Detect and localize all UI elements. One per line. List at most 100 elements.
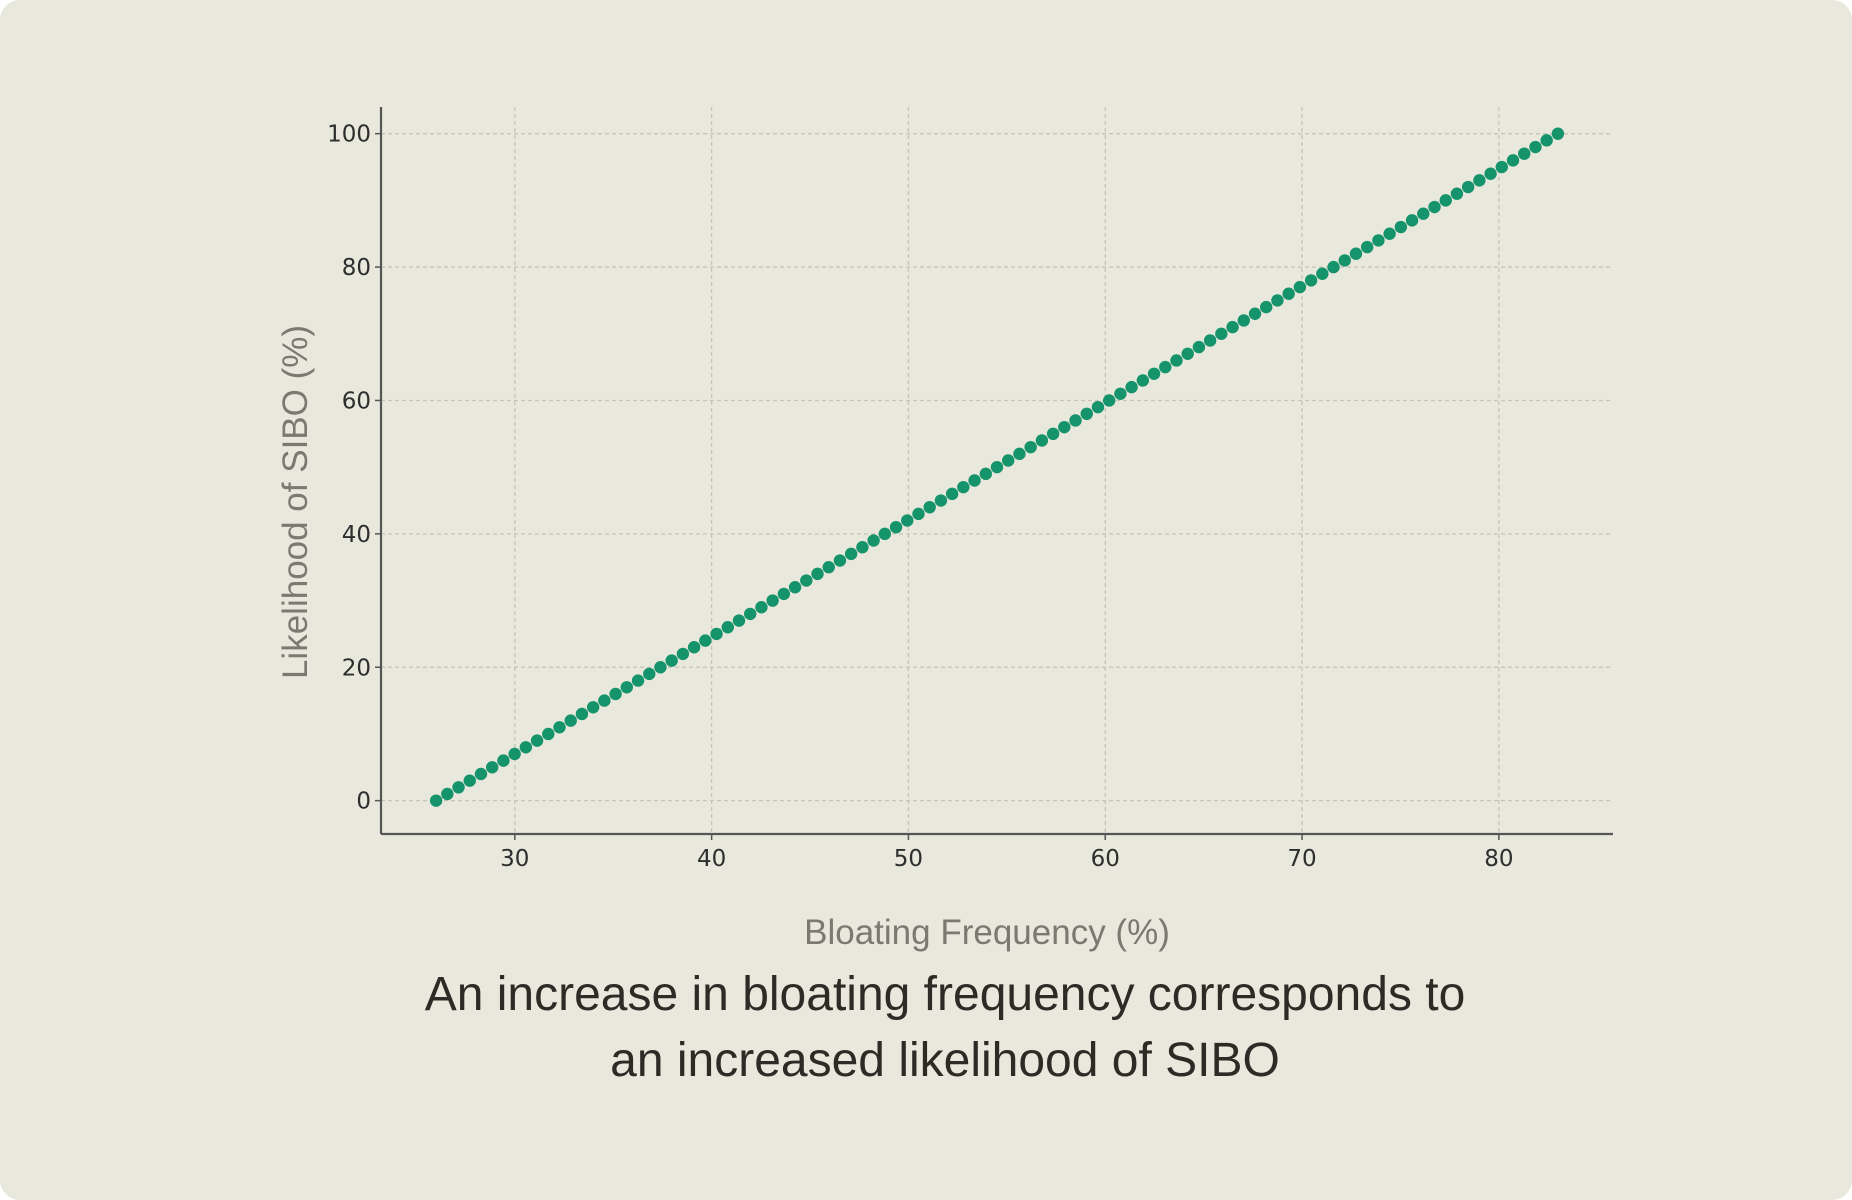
data-point xyxy=(654,661,667,674)
data-point xyxy=(1181,347,1194,360)
x-tick-label: 40 xyxy=(697,846,726,872)
data-point xyxy=(1136,374,1150,387)
data-point xyxy=(1125,380,1138,394)
data-point xyxy=(1102,394,1116,407)
data-point xyxy=(1215,327,1228,340)
data-point xyxy=(732,614,746,627)
data-point xyxy=(1293,280,1307,294)
data-point xyxy=(1450,187,1464,200)
data-point xyxy=(564,714,577,727)
data-point xyxy=(934,494,948,507)
data-point xyxy=(744,607,757,621)
data-point xyxy=(463,774,476,787)
data-point xyxy=(923,500,936,514)
data-point xyxy=(1170,354,1183,367)
x-tick-label: 80 xyxy=(1484,846,1513,872)
data-point xyxy=(631,674,645,687)
data-point xyxy=(1338,254,1351,267)
data-point xyxy=(1282,287,1295,300)
data-point xyxy=(1316,267,1329,280)
data-point xyxy=(1383,227,1396,240)
data-point xyxy=(1473,174,1486,187)
y-axis-title: Likelihood of SIBO (%) xyxy=(276,325,315,679)
data-points xyxy=(429,127,1565,807)
data-point xyxy=(519,741,533,754)
data-point xyxy=(1428,200,1441,214)
data-point xyxy=(800,574,813,587)
data-point xyxy=(811,567,824,581)
data-point xyxy=(452,781,465,794)
data-point xyxy=(676,647,690,661)
data-point xyxy=(945,487,959,501)
data-point xyxy=(1484,167,1497,180)
data-point xyxy=(1159,360,1172,374)
data-point xyxy=(889,520,903,534)
axes xyxy=(375,107,1613,840)
data-point xyxy=(1192,340,1206,354)
data-point xyxy=(1203,334,1217,347)
data-point xyxy=(1080,407,1093,421)
data-point xyxy=(575,707,589,721)
data-point xyxy=(1540,134,1553,147)
data-point xyxy=(1091,400,1105,414)
data-point xyxy=(1405,214,1419,227)
data-point xyxy=(990,460,1004,474)
data-point xyxy=(1394,220,1408,234)
data-point xyxy=(721,621,734,634)
grid-lines xyxy=(381,107,1613,834)
data-point xyxy=(1360,240,1374,254)
data-point xyxy=(1349,247,1363,260)
data-point xyxy=(867,534,880,547)
data-point xyxy=(1304,274,1318,287)
data-point xyxy=(766,594,779,607)
scatter-chart: 30 40 50 60 70 80 0 20 40 60 80 100 Bloating Freque… xyxy=(276,107,1613,952)
data-point xyxy=(1271,294,1284,307)
data-point xyxy=(710,627,723,641)
x-tick-label: 30 xyxy=(500,846,529,872)
data-point xyxy=(1013,447,1026,461)
data-point xyxy=(1024,440,1037,454)
data-point xyxy=(957,480,970,494)
data-point xyxy=(1114,387,1127,400)
data-point xyxy=(1002,454,1015,467)
x-axis-title: Bloating Frequency (%) xyxy=(804,913,1170,952)
data-point xyxy=(856,541,869,554)
data-point xyxy=(1529,140,1542,154)
data-point xyxy=(609,687,622,701)
data-point xyxy=(788,581,802,594)
x-tick-label: 70 xyxy=(1287,846,1316,872)
x-tick-label: 50 xyxy=(894,846,923,872)
data-point xyxy=(1495,160,1509,174)
data-point xyxy=(1551,127,1565,140)
data-point xyxy=(586,701,600,714)
data-point xyxy=(1461,180,1475,194)
data-point xyxy=(1035,434,1049,447)
data-point xyxy=(643,667,656,681)
data-point xyxy=(833,554,847,567)
data-point xyxy=(508,747,521,761)
data-point xyxy=(1248,307,1262,320)
data-point xyxy=(542,727,555,741)
y-tick-label: 20 xyxy=(342,655,371,681)
data-point xyxy=(1506,154,1520,167)
x-tick-label: 60 xyxy=(1091,846,1120,872)
data-point xyxy=(497,754,510,767)
data-point xyxy=(1226,320,1239,334)
data-point xyxy=(429,794,443,807)
y-tick-label: 80 xyxy=(342,255,371,281)
data-point xyxy=(968,474,981,487)
y-tick-label: 60 xyxy=(342,388,371,414)
data-point xyxy=(665,654,678,667)
data-point xyxy=(901,514,914,527)
data-point xyxy=(1439,194,1452,207)
data-point xyxy=(1417,207,1430,220)
data-point xyxy=(1372,234,1385,247)
y-tick-label: 40 xyxy=(342,522,371,548)
data-point xyxy=(687,641,701,654)
data-point xyxy=(1046,427,1060,441)
data-point xyxy=(441,787,454,801)
data-point xyxy=(699,634,712,647)
data-point xyxy=(598,694,611,707)
data-point xyxy=(878,527,892,541)
